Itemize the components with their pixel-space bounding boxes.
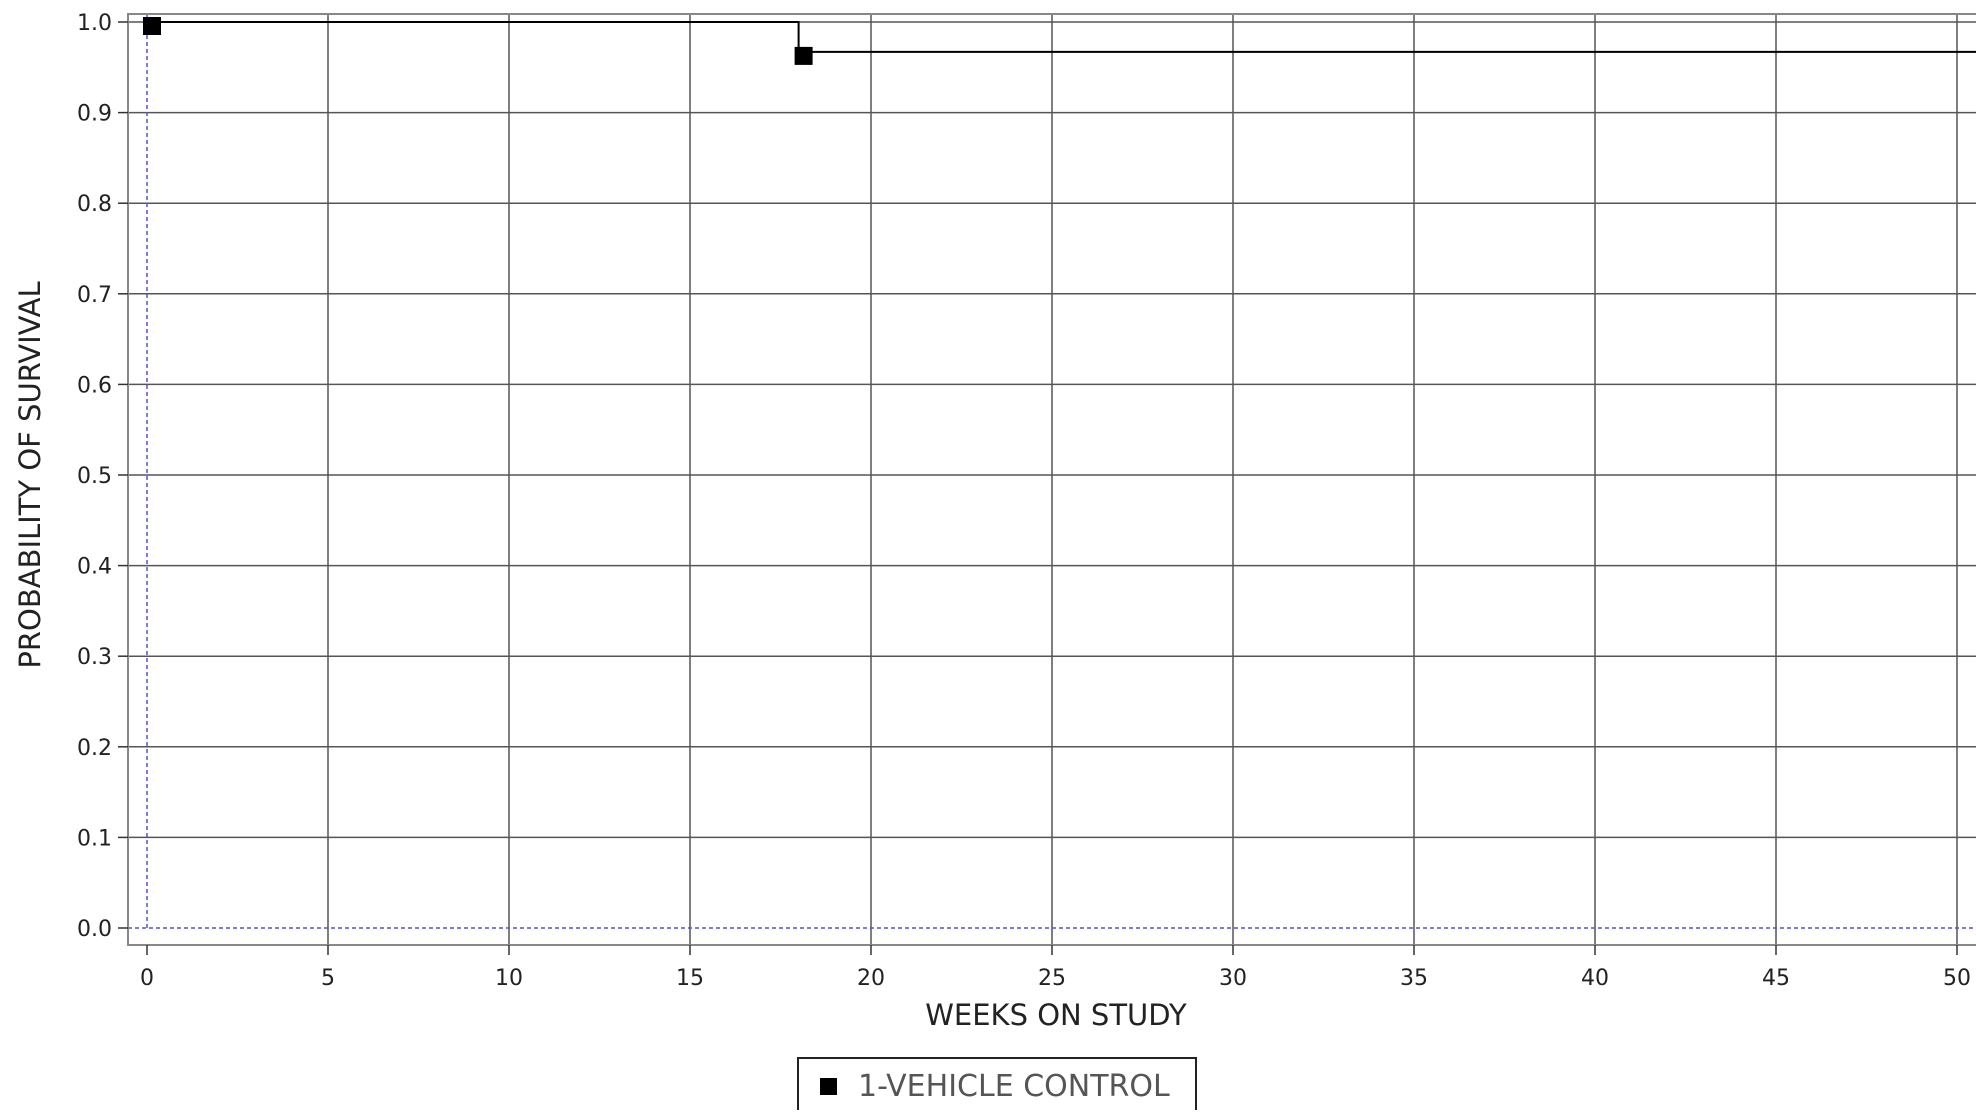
y-tick-label: 0.5 [77,464,112,489]
x-tick-label: 5 [321,966,335,991]
x-tick-label: 40 [1581,966,1609,991]
grid [128,14,1976,945]
x-tick-label: 45 [1762,966,1790,991]
series-layer [147,21,1976,53]
y-tick-label: 0.6 [77,373,112,398]
marker-layer [143,17,813,65]
x-tick-label: 50 [1943,966,1971,991]
y-tick-label: 0.9 [77,102,112,127]
x-tick-label: 0 [140,966,154,991]
legend-marker-square [820,1078,837,1095]
x-tick-label: 25 [1038,966,1066,991]
data-point-marker [794,46,813,65]
y-axis-title: PROBABILITY OF SURVIVAL [13,281,47,668]
x-axis-title: WEEKS ON STUDY [925,998,1187,1032]
y-axis-ticks: 0.0 0.1 0.2 0.3 0.4 0.5 0.6 0.7 0.8 0.9 1.0 [77,11,128,942]
y-tick-label: 0.8 [77,192,112,217]
legend: 1-VEHICLE CONTROL [797,1057,1197,1113]
y-tick-label: 0.4 [77,555,112,580]
x-tick-label: 30 [1219,966,1247,991]
x-tick-label: 35 [1400,966,1428,991]
x-tick-label: 15 [676,966,704,991]
x-tick-label: 20 [857,966,885,991]
x-axis-ticks: 0 5 10 15 20 25 30 35 40 45 50 [140,945,1971,991]
y-tick-label: 0.2 [77,736,112,761]
y-tick-label: 0.1 [77,826,112,851]
plot-border [127,13,1976,946]
data-point-marker [143,17,161,35]
y-tick-label: 1.0 [77,11,112,36]
plot-frame [127,13,1976,946]
legend-box [797,1057,1197,1113]
y-tick-label: 0.7 [77,283,112,308]
y-tick-label: 0.3 [77,645,112,670]
series-line [147,21,1976,53]
legend-label: 1-VEHICLE CONTROL [858,1069,1170,1104]
x-tick-label: 10 [495,966,523,991]
y-tick-label: 0.0 [77,917,112,942]
